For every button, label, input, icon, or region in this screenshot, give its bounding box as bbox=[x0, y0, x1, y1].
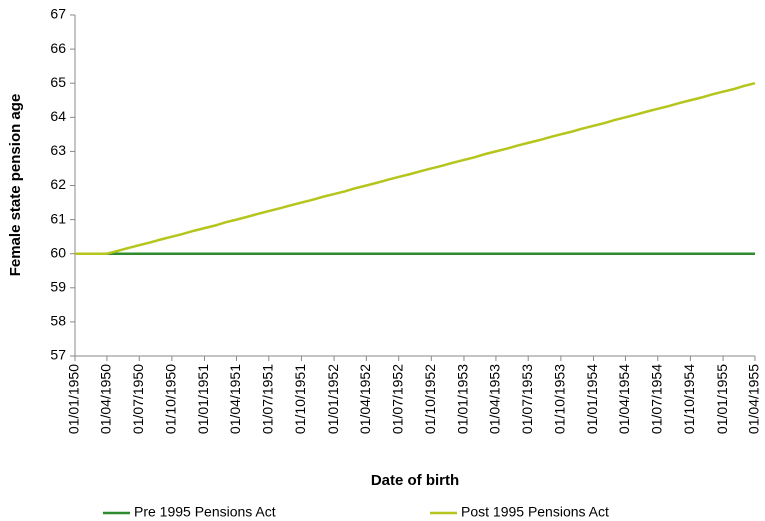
x-tick-label: 01/07/1951 bbox=[259, 364, 275, 434]
x-tick-label: 01/04/1955 bbox=[746, 364, 762, 434]
x-tick-label: 01/04/1952 bbox=[357, 364, 373, 434]
y-tick-label: 57 bbox=[50, 347, 66, 363]
x-tick-label: 01/04/1950 bbox=[98, 364, 114, 434]
y-tick-label: 60 bbox=[50, 244, 66, 260]
y-tick-label: 67 bbox=[50, 6, 66, 22]
x-tick-label: 01/10/1952 bbox=[422, 364, 438, 434]
x-tick-label: 01/01/1955 bbox=[714, 364, 730, 434]
legend-label: Pre 1995 Pensions Act bbox=[134, 504, 276, 520]
x-tick-label: 01/10/1953 bbox=[552, 364, 568, 434]
x-tick-label: 01/10/1950 bbox=[163, 364, 179, 434]
x-tick-label: 01/10/1954 bbox=[681, 364, 697, 434]
x-tick-label: 01/10/1951 bbox=[292, 364, 308, 434]
legend-label: Post 1995 Pensions Act bbox=[461, 504, 609, 520]
x-tick-label: 01/01/1952 bbox=[325, 364, 341, 434]
y-tick-label: 59 bbox=[50, 279, 66, 295]
y-tick-label: 58 bbox=[50, 313, 66, 329]
x-tick-label: 01/01/1950 bbox=[66, 364, 82, 434]
y-tick-label: 61 bbox=[50, 210, 66, 226]
x-tick-label: 01/07/1952 bbox=[389, 364, 405, 434]
x-tick-label: 01/01/1953 bbox=[455, 364, 471, 434]
series-line bbox=[75, 81, 756, 255]
x-axis-title: Date of birth bbox=[371, 472, 459, 489]
y-axis-title: Female state pension age bbox=[7, 94, 24, 277]
x-tick-label: 01/07/1950 bbox=[130, 364, 146, 434]
x-tick-label: 01/04/1953 bbox=[487, 364, 503, 434]
x-tick-label: 01/07/1954 bbox=[648, 364, 664, 434]
y-tick-label: 63 bbox=[50, 142, 66, 158]
x-tick-label: 01/04/1954 bbox=[616, 364, 632, 434]
y-tick-label: 62 bbox=[50, 176, 66, 192]
y-tick-label: 64 bbox=[50, 108, 66, 124]
x-tick-label: 01/07/1953 bbox=[519, 364, 535, 434]
x-tick-label: 01/01/1951 bbox=[195, 364, 211, 434]
x-tick-label: 01/04/1951 bbox=[227, 364, 243, 434]
y-tick-label: 65 bbox=[50, 74, 66, 90]
x-tick-label: 01/01/1954 bbox=[584, 364, 600, 434]
y-tick-label: 66 bbox=[50, 40, 66, 56]
